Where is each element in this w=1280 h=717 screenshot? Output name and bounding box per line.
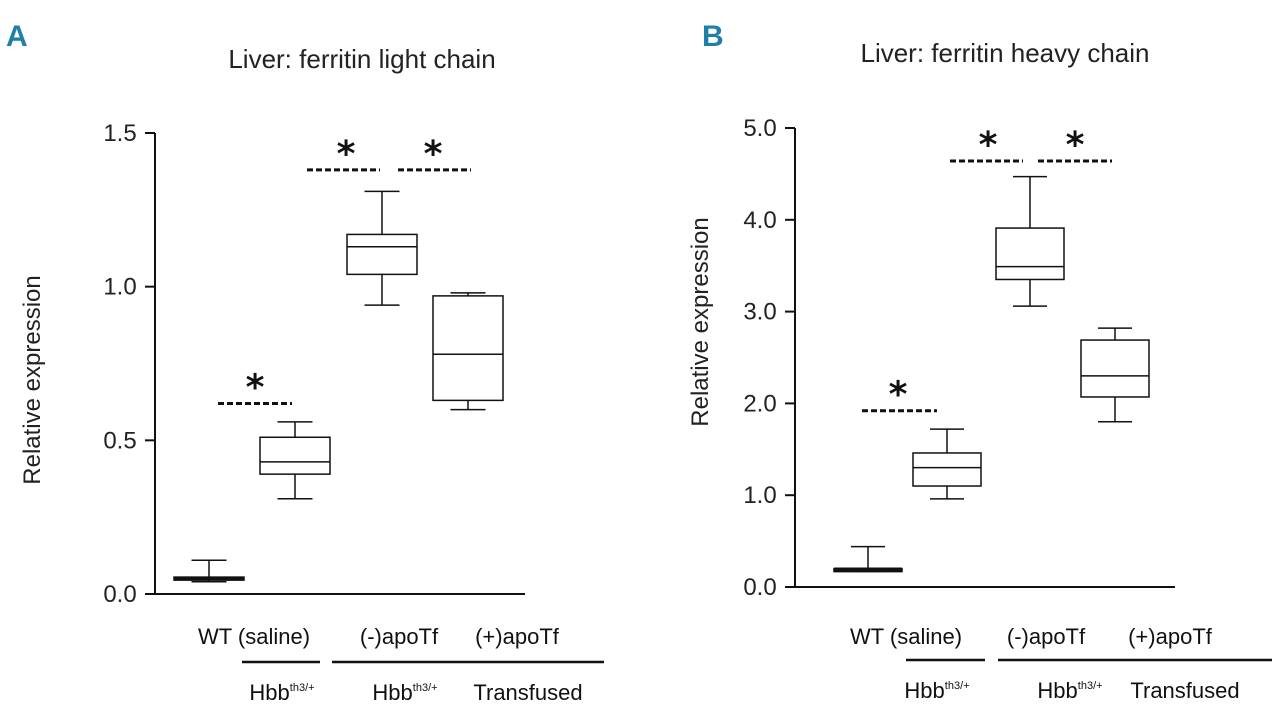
panel-b-significance: * * *	[862, 125, 1112, 416]
panel-b-group-label: Hbbth3/+	[1037, 678, 1102, 703]
panel-b-title: Liver: ferritin heavy chain	[860, 38, 1149, 68]
panel-a-group-label: Hbbth3/+	[249, 680, 314, 705]
panel-a-y-tick-label: 0.0	[103, 581, 136, 608]
panel-b-box-4	[1080, 327, 1150, 423]
panel-a-y-axis-label: Relative expression	[19, 275, 46, 484]
panel-b-sig-star: *	[889, 375, 908, 416]
panel-b-box-2	[912, 428, 982, 500]
panel-letter-b: B	[702, 20, 724, 53]
panel-b-y-tick-label: 4.0	[743, 207, 776, 234]
panel-a-box-4	[432, 292, 504, 411]
panel-a-group-label: Transfused	[473, 680, 582, 705]
box-iqr	[912, 452, 982, 487]
panel-a-category-label: (-)apoTf	[360, 624, 439, 649]
panel-b-group-labels: Hbbth3/+ Hbbth3/+ Transfused	[904, 658, 1272, 703]
panel-b-boxes	[833, 175, 1150, 573]
panel-b-group-label: Hbbth3/+	[904, 678, 969, 703]
panel-a-box-2	[259, 421, 331, 500]
panel-a-y-tick-label: 1.5	[103, 120, 136, 147]
panel-a: A Liver: ferritin light chain Relative e…	[6, 20, 604, 705]
panel-a-y-tick-label: 0.5	[103, 427, 136, 454]
box-iqr	[346, 233, 418, 276]
panel-b-box-3	[995, 175, 1065, 307]
panel-b-axes: 0.0 1.0 2.0 3.0 4.0 5.0	[743, 115, 1175, 601]
panel-b-category-label: WT (saline)	[850, 624, 962, 649]
panel-a-boxes	[173, 190, 504, 583]
box-iqr	[995, 227, 1065, 281]
panel-a-title: Liver: ferritin light chain	[228, 44, 495, 74]
panel-a-significance: * * *	[218, 134, 471, 408]
panel-a-group-label: Hbbth3/+	[372, 680, 437, 705]
panel-b-sig-star: *	[1066, 125, 1085, 166]
panel-b: B Liver: ferritin heavy chain Relative e…	[687, 20, 1272, 703]
panel-a-y-tick-label: 1.0	[103, 274, 136, 301]
panel-b-y-tick-label: 1.0	[743, 482, 776, 509]
panel-a-axes: 0.0 0.5 1.0 1.5	[103, 120, 525, 608]
panel-a-group-labels: Hbbth3/+ Hbbth3/+ Transfused	[242, 660, 604, 705]
panel-a-sig-star: *	[246, 367, 265, 408]
box-iqr	[432, 295, 504, 402]
panel-b-category-label: (-)apoTf	[1007, 624, 1086, 649]
panel-b-y-tick-label: 5.0	[743, 115, 776, 142]
panel-a-category-label: (+)apoTf	[475, 624, 560, 649]
panel-b-y-tick-label: 2.0	[743, 390, 776, 417]
panel-a-box-1	[173, 559, 245, 583]
panel-a-sig-star: *	[424, 134, 443, 175]
panel-a-box-3	[346, 190, 418, 306]
panel-a-category-labels: WT (saline) (-)apoTf (+)apoTf	[198, 624, 560, 649]
panel-b-y-tick-label: 0.0	[743, 574, 776, 601]
panel-b-category-label: (+)apoTf	[1128, 624, 1213, 649]
panel-b-group-label: Transfused	[1130, 678, 1239, 703]
panel-b-y-axis-label: Relative expression	[687, 217, 714, 426]
panel-b-category-labels: WT (saline) (-)apoTf (+)apoTf	[850, 624, 1213, 649]
panel-b-y-tick-label: 3.0	[743, 299, 776, 326]
panel-letter-a: A	[6, 20, 28, 53]
panel-a-category-label: WT (saline)	[198, 624, 310, 649]
panel-b-sig-star: *	[979, 125, 998, 166]
panel-a-sig-star: *	[337, 134, 356, 175]
box-iqr	[259, 436, 331, 475]
panel-b-box-1	[833, 545, 903, 573]
box-iqr	[1080, 339, 1150, 398]
